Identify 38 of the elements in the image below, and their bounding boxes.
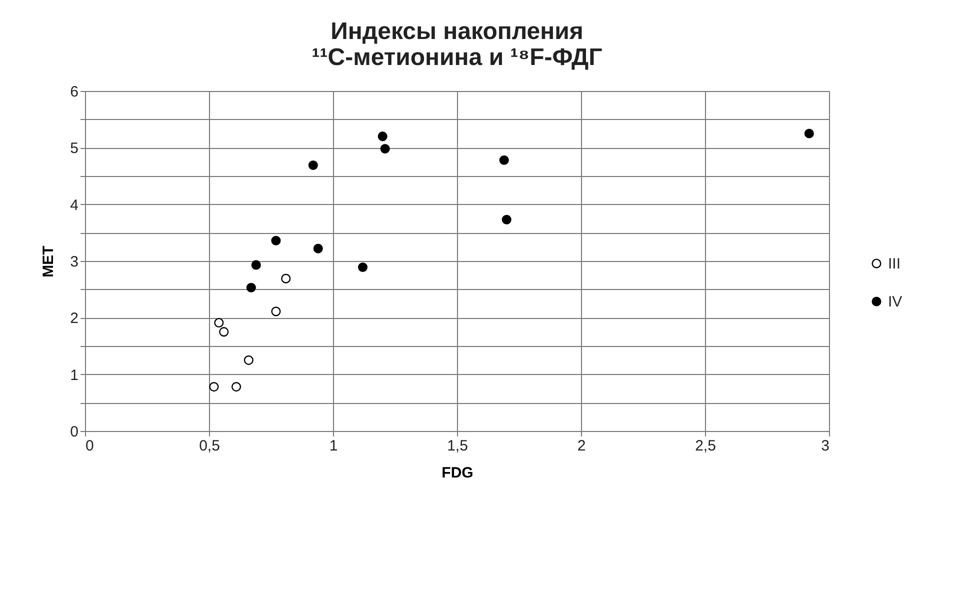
- point: [499, 155, 509, 165]
- x-tick-label: 1,5: [447, 438, 468, 454]
- y-tick-label: 6: [70, 84, 78, 100]
- point: [358, 262, 368, 272]
- x-tick-label: 0: [86, 438, 94, 454]
- legend-label: III: [888, 256, 901, 272]
- point: [219, 327, 229, 337]
- text: Индексы накопления: [330, 18, 584, 45]
- x-axis-title: FDG: [442, 464, 474, 482]
- point: [214, 318, 224, 328]
- point: [251, 260, 261, 270]
- y-tick-label: 0: [70, 424, 78, 440]
- point: [281, 274, 291, 284]
- point: [271, 236, 281, 246]
- y-tick-label: 2: [70, 310, 78, 328]
- x-tick-label: 2,5: [695, 438, 716, 454]
- x-tick-label: 0,5: [199, 438, 220, 454]
- point: [231, 382, 242, 392]
- x-tick-label: 1: [329, 438, 338, 454]
- point: [313, 244, 323, 254]
- point: [804, 128, 814, 138]
- point: [246, 282, 256, 292]
- point: [271, 306, 281, 316]
- x-tick-label: 2: [577, 438, 586, 454]
- text: ¹¹С-метионина и ¹⁸F-ФДГ: [312, 44, 602, 71]
- y-tick-label: 5: [70, 140, 78, 158]
- point: [209, 382, 219, 392]
- point: [244, 355, 254, 365]
- y-tick-label: 3: [70, 254, 78, 270]
- y-axis-title: MET: [40, 246, 58, 278]
- point: [380, 144, 390, 154]
- y-tick-label: 1: [70, 366, 78, 384]
- y-tick-label: 4: [70, 196, 78, 214]
- point: [308, 160, 318, 170]
- point: [378, 132, 388, 142]
- x-tick-label: 3: [821, 438, 830, 454]
- legend-label: IV: [888, 294, 902, 310]
- point: [502, 214, 512, 224]
